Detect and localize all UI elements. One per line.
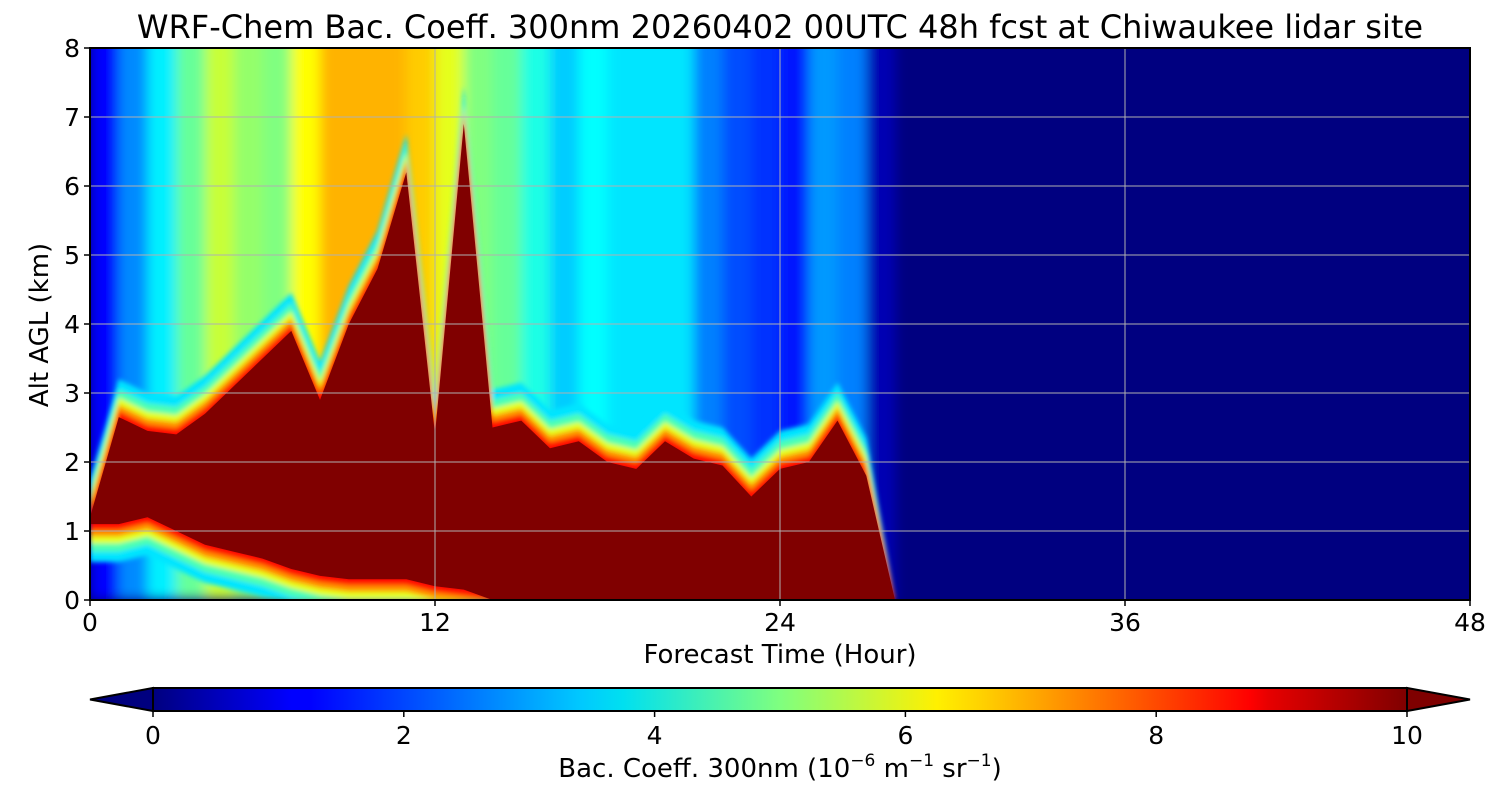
- colorbar-extend-low: [89, 686, 154, 713]
- y-tick-label: 8: [64, 34, 80, 63]
- upper-column: [1125, 48, 1241, 600]
- colorbar-tick-label: 8: [1148, 721, 1164, 750]
- upper-column: [1010, 48, 1126, 600]
- x-tick-label: 12: [419, 608, 451, 637]
- y-tick-label: 6: [64, 172, 80, 201]
- colorbar-label: Bac. Coeff. 300nm (10−6 m−1 sr−1): [558, 751, 1002, 784]
- colorbar: 0 2 4 6 8 10: [89, 686, 1471, 750]
- y-axis-ticks: 0 1 2 3 4 5 6 7 8: [64, 34, 90, 615]
- y-tick-label: 0: [64, 586, 80, 615]
- x-tick-label: 0: [82, 608, 98, 637]
- colorbar-tick-label: 2: [396, 721, 412, 750]
- colorbar-tick-label: 0: [145, 721, 161, 750]
- upper-column: [1355, 48, 1470, 600]
- colorbar-extend-high: [1406, 686, 1471, 713]
- colorbar-frame: [152, 687, 1408, 712]
- y-axis-label: Alt AGL (km): [25, 242, 55, 408]
- upper-column: [1240, 48, 1356, 600]
- y-tick-label: 2: [64, 448, 80, 477]
- upper-column: [952, 48, 1011, 600]
- plume-core: [90, 123, 895, 600]
- y-tick-label: 3: [64, 379, 80, 408]
- colorbar-tick-label: 10: [1391, 721, 1423, 750]
- y-tick-label: 1: [64, 517, 80, 546]
- chart-title: WRF-Chem Bac. Coeff. 300nm 20260402 00UT…: [136, 8, 1424, 46]
- x-axis-ticks: 0 12 24 36 48: [82, 600, 1486, 637]
- y-tick-label: 7: [64, 103, 80, 132]
- upper-column: [895, 48, 954, 600]
- y-tick-label: 5: [64, 241, 80, 270]
- colorbar-gradient: [153, 688, 1407, 711]
- colorbar-tick-label: 4: [647, 721, 663, 750]
- colorbar-ticks: 0 2 4 6 8 10: [145, 711, 1423, 750]
- x-tick-label: 36: [1109, 608, 1141, 637]
- x-tick-label: 24: [764, 608, 796, 637]
- colorbar-tick-label: 6: [897, 721, 913, 750]
- x-tick-label: 48: [1454, 608, 1486, 637]
- x-axis-label: Forecast Time (Hour): [643, 640, 917, 670]
- y-tick-label: 4: [64, 310, 80, 339]
